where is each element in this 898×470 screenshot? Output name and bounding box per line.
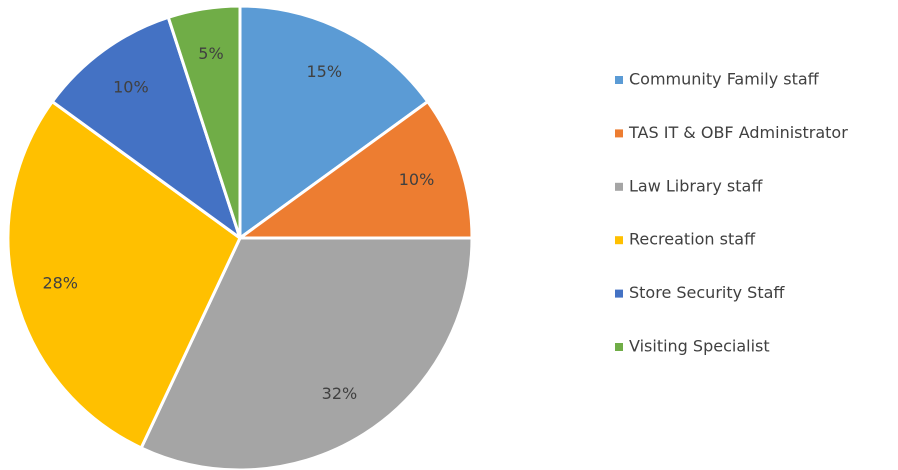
legend-swatch — [615, 182, 623, 191]
data-label: 28% — [42, 274, 78, 293]
legend-label: Law Library staff — [629, 176, 763, 195]
legend-label: Recreation staff — [629, 230, 756, 249]
data-label: 5% — [198, 44, 223, 63]
legend-swatch — [615, 76, 623, 84]
legend-swatch — [615, 343, 623, 351]
data-label: 32% — [322, 384, 358, 403]
data-label: 15% — [306, 62, 342, 81]
legend-swatch — [615, 236, 623, 245]
pie-slice — [50, 15, 242, 240]
pie-slice — [139, 236, 474, 470]
legend-label: Visiting Specialist — [629, 337, 770, 356]
legend-label: TAS IT & OBF Administrator — [628, 123, 848, 142]
legend-label: Community Family staff — [629, 70, 820, 89]
legend-swatch — [615, 129, 623, 138]
legend-label: Store Security Staff — [629, 283, 785, 302]
pie-slice — [6, 100, 242, 450]
pie-slice — [166, 4, 242, 240]
legend-swatch — [615, 289, 623, 298]
pie-slice — [238, 4, 430, 240]
pie-slice — [238, 100, 474, 240]
data-label: 10% — [399, 170, 435, 189]
data-label: 10% — [113, 77, 149, 96]
